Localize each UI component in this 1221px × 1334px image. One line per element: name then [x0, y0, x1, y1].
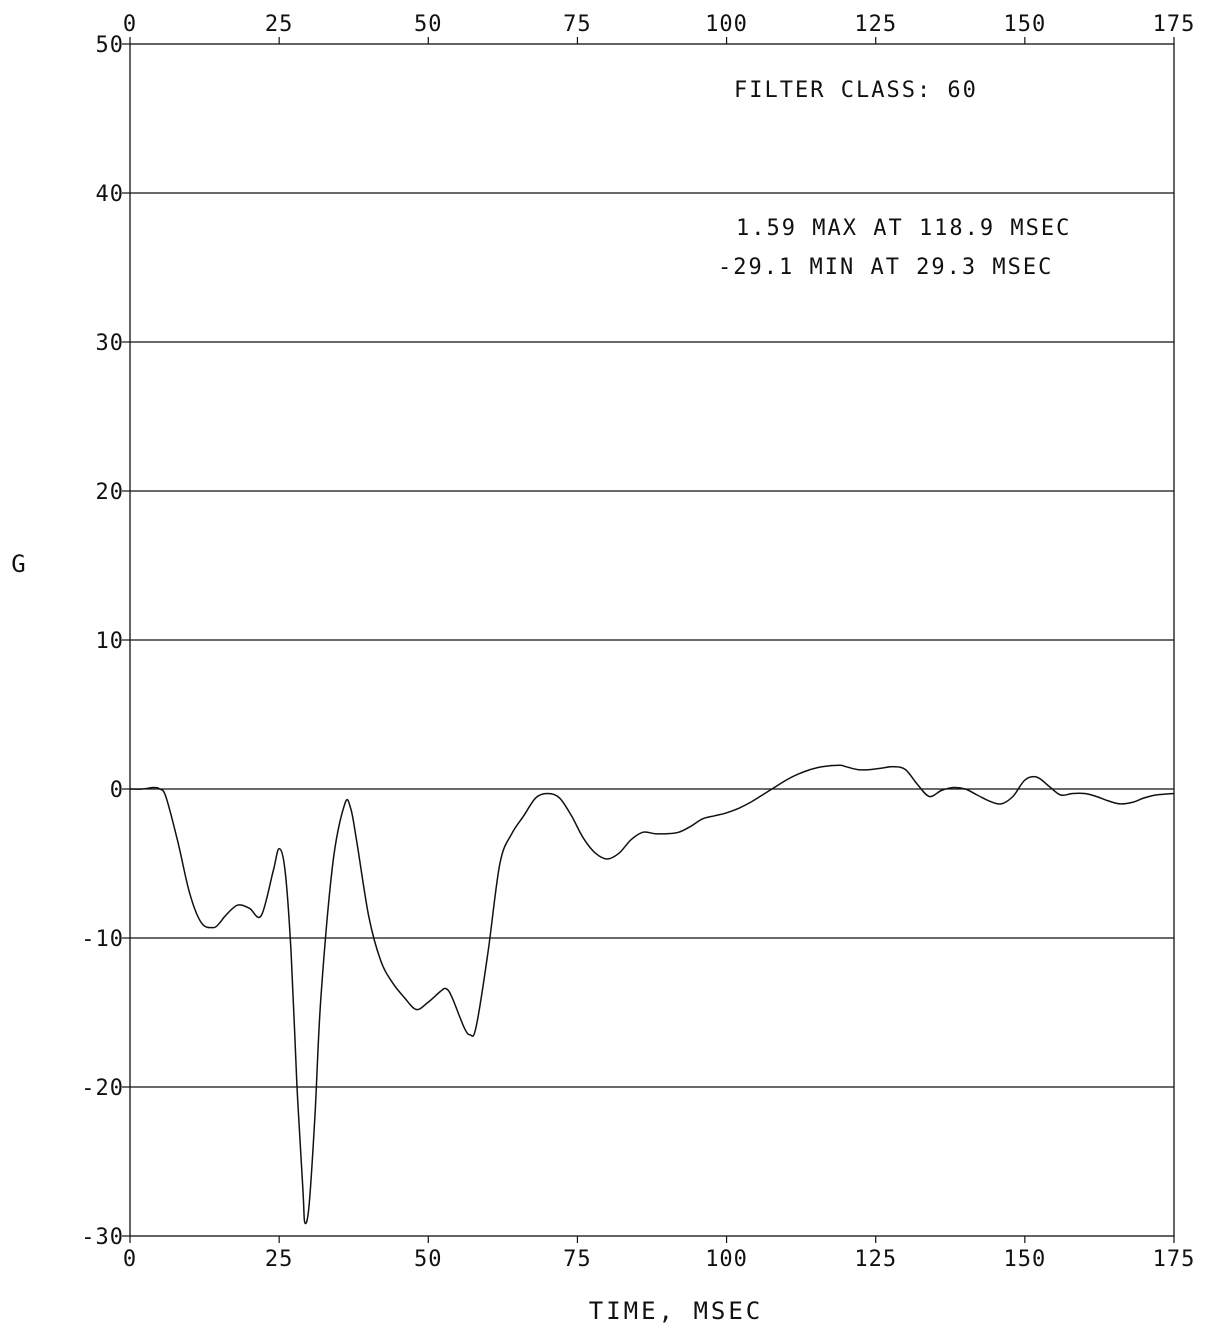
x-bottom-tick-labels: 0 25 50 75 100 125 150 175 [123, 1247, 1196, 1272]
series-line [129, 764, 1175, 1225]
y-tick-label: -30 [81, 1225, 124, 1250]
x-tick-label-bottom: 175 [1153, 1247, 1196, 1272]
x-tick-label-top: 75 [563, 12, 592, 37]
x-top-tick-labels: 0 25 50 75 100 125 150 175 [123, 12, 1196, 37]
y-tick-label: 50 [96, 33, 125, 58]
x-tick-label-top: 150 [1003, 12, 1046, 37]
x-tick-label-bottom: 150 [1003, 1247, 1046, 1272]
y-axis-title: G [11, 550, 28, 578]
x-axis-title: TIME, MSEC [589, 1297, 764, 1325]
x-tick-label-top: 125 [854, 12, 897, 37]
min-annotation: -29.1 MIN AT 29.3 MSEC [718, 255, 1053, 280]
x-tick-label-top: 50 [414, 12, 443, 37]
x-tick-label-top: 100 [705, 12, 748, 37]
grid-lines [130, 192, 1174, 1088]
max-annotation: 1.59 MAX AT 118.9 MSEC [736, 216, 1071, 241]
x-tick-label-bottom: 50 [414, 1247, 443, 1272]
x-tick-label-bottom: 75 [563, 1247, 592, 1272]
y-tick-label: 30 [96, 331, 125, 356]
y-tick-label: 20 [96, 480, 125, 505]
x-tick-label-top: 0 [123, 12, 137, 37]
y-tick-label: 0 [110, 778, 124, 803]
y-tick-label: 10 [96, 629, 125, 654]
x-tick-label-bottom: 125 [854, 1247, 897, 1272]
y-tick-label: 40 [96, 182, 125, 207]
x-tick-label-bottom: 100 [705, 1247, 748, 1272]
y-tick-label: -10 [81, 927, 124, 952]
y-tick-labels: -30 -20 -10 0 10 20 30 40 50 [81, 33, 125, 1250]
x-tick-label-bottom: 25 [265, 1247, 294, 1272]
x-tick-label-bottom: 0 [123, 1247, 137, 1272]
x-tick-label-top: 25 [265, 12, 294, 37]
x-tick-label-top: 175 [1153, 12, 1196, 37]
tick-marks [122, 37, 1175, 1243]
y-tick-label: -20 [81, 1076, 124, 1101]
filter-class-annotation: FILTER CLASS: 60 [734, 78, 978, 103]
